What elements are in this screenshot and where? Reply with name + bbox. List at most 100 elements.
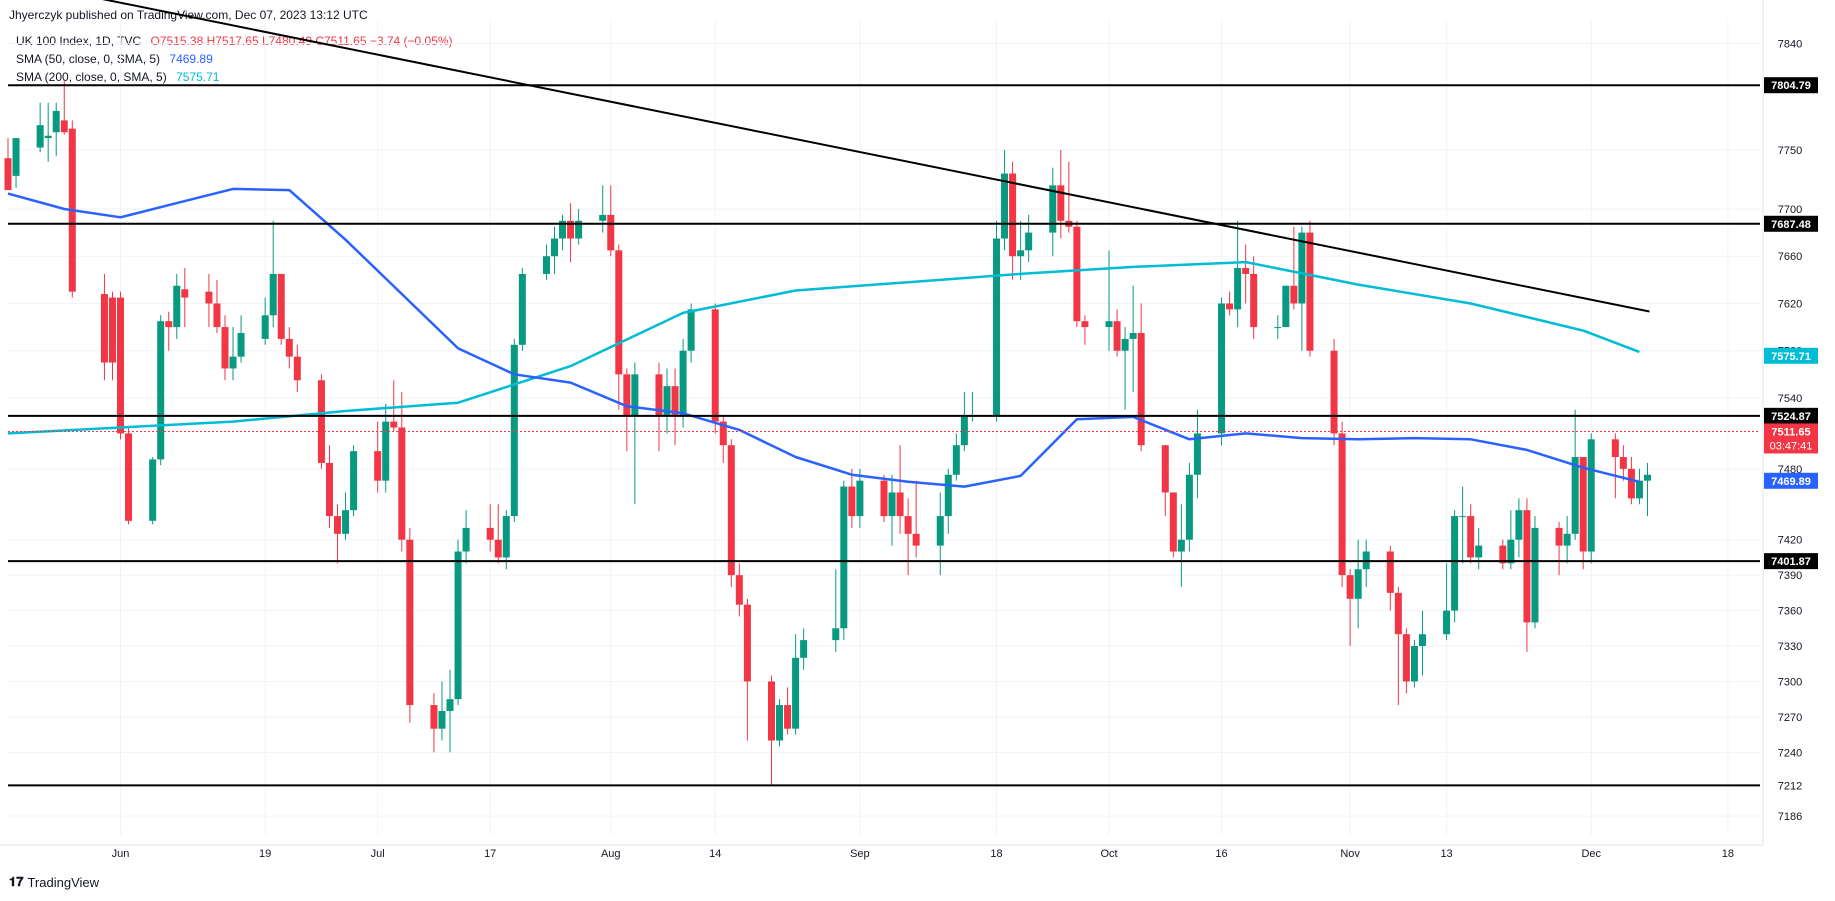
candle-up — [1563, 516, 1571, 564]
candle-down — [430, 693, 438, 753]
candle-body — [1282, 285, 1290, 328]
candle-up — [1274, 315, 1282, 339]
candle-up — [1354, 539, 1362, 629]
candle-body — [108, 297, 116, 363]
candle-down — [719, 415, 727, 463]
candle-body — [1250, 273, 1258, 328]
candle-body — [719, 421, 727, 446]
candle-up — [1410, 640, 1418, 688]
candle-body — [1226, 303, 1234, 310]
candle-body — [390, 421, 398, 428]
candle-up — [237, 315, 245, 363]
sma200-legend[interactable]: SMA (200, close, 0, SMA, 5) 7575.71 — [16, 70, 219, 84]
candle-body — [655, 374, 663, 416]
candle-down — [767, 675, 775, 786]
axis-tag-bg — [1764, 347, 1818, 364]
candle-body — [165, 321, 173, 328]
candle-up — [1531, 516, 1539, 629]
sma50-value: 7469.89 — [169, 52, 213, 66]
candle-up — [1234, 220, 1242, 328]
candle-up — [1282, 285, 1290, 328]
level-axis-tag: 7687.48 — [1764, 215, 1818, 232]
price-tick-label: 7300 — [1778, 676, 1802, 688]
price-tick-label: 7360 — [1778, 606, 1802, 618]
candle-body — [44, 135, 52, 139]
candle-down — [784, 687, 792, 735]
candle-body — [438, 710, 446, 729]
candle-up — [993, 220, 1001, 422]
price-axis: 7840775077007660762075807540748074207390… — [1762, 0, 1818, 845]
axis-tag-bg — [1764, 407, 1818, 424]
candle-body — [342, 510, 350, 534]
candle-down — [374, 421, 382, 493]
candle-body — [1451, 516, 1459, 611]
candle-body — [269, 273, 277, 316]
candle-down — [406, 527, 414, 723]
sma200-value: 7575.71 — [176, 70, 220, 84]
candle-body — [1001, 173, 1009, 239]
candle-body — [559, 220, 567, 239]
candle-down — [181, 268, 189, 328]
candle-down — [896, 445, 904, 534]
candle-up — [462, 510, 470, 564]
candle-down — [108, 291, 116, 381]
candle-body — [784, 705, 792, 729]
candle-down — [671, 368, 679, 446]
axis-tag-text: 7524.87 — [1771, 411, 1811, 423]
level-axis-tag: 7524.87 — [1764, 407, 1818, 424]
candle-body — [325, 462, 333, 517]
candle-down — [117, 291, 125, 440]
sma50-legend[interactable]: SMA (50, close, 0, SMA, 5) 7469.89 — [16, 52, 213, 66]
candle-down — [494, 504, 502, 564]
candle-down — [1226, 291, 1234, 316]
candle-up — [1129, 285, 1137, 393]
candle-body — [1185, 474, 1193, 540]
time-tick-label: 13 — [1440, 848, 1452, 860]
candle-body — [1531, 527, 1539, 623]
candle-up — [382, 403, 390, 493]
candle-down — [165, 311, 173, 351]
candle-up — [663, 368, 671, 434]
candle-body — [261, 315, 269, 339]
candle-body — [205, 291, 213, 304]
brand-footer[interactable]: 𝟏𝟕 TradingView — [9, 874, 99, 890]
price-tick-label: 7240 — [1778, 747, 1802, 759]
candle-down — [912, 480, 920, 558]
candle-down — [1057, 149, 1065, 239]
candle-down — [904, 498, 912, 576]
candle-body — [1515, 510, 1523, 540]
time-tick-label: 19 — [259, 848, 271, 860]
candle-down — [334, 504, 342, 564]
candle-body — [599, 214, 607, 221]
candle-body — [550, 238, 558, 257]
candle-up — [1459, 486, 1467, 564]
tradingview-logo-icon: 𝟏𝟕 — [9, 874, 24, 889]
candle-body — [221, 327, 229, 369]
symbol-label: UK 100 Index, 1D, TVC — [16, 34, 142, 48]
candle-body — [446, 699, 454, 711]
candle-body — [486, 527, 494, 540]
candle-up — [446, 669, 454, 753]
candle-body — [1009, 173, 1017, 257]
price-tick-label: 7420 — [1778, 535, 1802, 547]
candle-up — [1049, 167, 1057, 257]
candle-body — [374, 451, 382, 481]
candle-body — [36, 125, 44, 148]
candle-up — [550, 226, 558, 274]
time-tick-label: Aug — [601, 848, 621, 860]
candle-body — [430, 705, 438, 729]
candle-body — [1571, 457, 1579, 534]
candle-body — [229, 356, 237, 369]
axis-tag-bg — [1764, 423, 1818, 454]
axis-tag-text: 7687.48 — [1771, 219, 1811, 231]
candle-up — [1362, 539, 1370, 587]
candle-down — [880, 474, 888, 522]
price-tick-label: 7212 — [1778, 780, 1802, 792]
candle-body — [1499, 545, 1507, 564]
candle-up — [1418, 610, 1426, 676]
candle-body — [12, 138, 20, 176]
price-tick-label: 7186 — [1778, 811, 1802, 823]
candle-body — [1137, 333, 1145, 446]
candle-body — [1443, 610, 1451, 635]
